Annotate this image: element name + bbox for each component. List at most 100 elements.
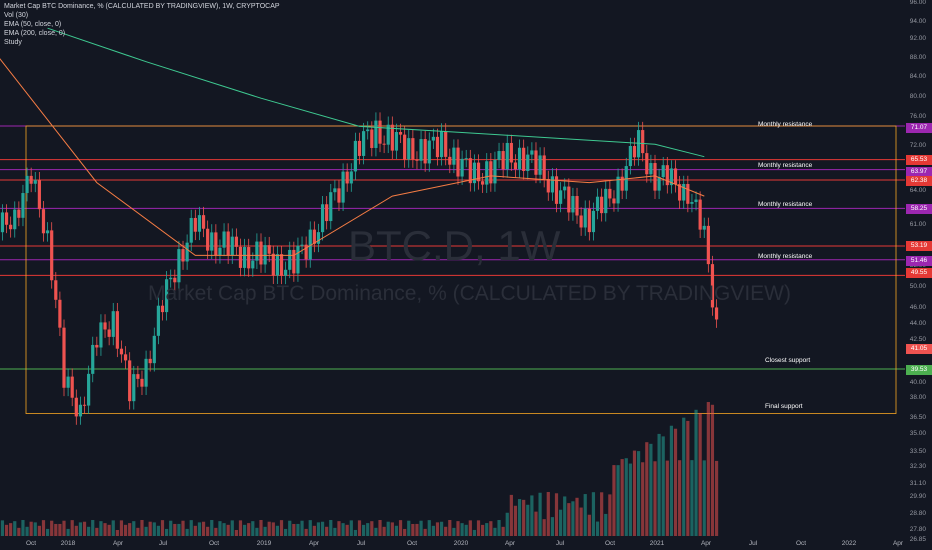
candle-body [271, 253, 275, 276]
volume-bar [641, 462, 645, 536]
x-tick-label: Jul [158, 540, 168, 547]
candle-body [616, 176, 620, 204]
candle-body [62, 327, 66, 388]
candle-body [530, 150, 534, 155]
x-tick-label: 2021 [649, 540, 665, 547]
candle-body [320, 204, 325, 233]
candle-body [222, 231, 226, 248]
study-custom[interactable]: Study [4, 39, 22, 46]
volume-bar [300, 520, 304, 536]
volume-bar [587, 514, 591, 536]
candle-body [591, 210, 596, 233]
volume-bar [362, 524, 366, 536]
volume-bar [144, 526, 148, 536]
y-tick-label: 32.30 [909, 463, 926, 470]
volume-bar [292, 523, 296, 536]
candle-body [234, 236, 238, 247]
y-tick-label: 33.50 [909, 448, 926, 455]
candle-body [226, 231, 230, 256]
candle-body [464, 158, 468, 160]
volume-bar [54, 523, 58, 536]
candle-body [119, 348, 124, 355]
volume-bar [284, 528, 288, 536]
candle-body [620, 176, 624, 191]
volume-bar [669, 425, 674, 536]
volume-bar [9, 523, 13, 536]
volume-bar [481, 524, 485, 536]
volume-bar [571, 501, 575, 536]
candle-body [554, 176, 559, 204]
volume-bar [78, 522, 83, 536]
y-tick-label: 64.00 [909, 187, 926, 194]
candle-body [4, 212, 9, 225]
candle-body [493, 159, 497, 184]
y-tick-label: 42.50 [909, 336, 926, 343]
candle-body [497, 151, 501, 160]
volume-bar [575, 497, 579, 536]
volume-bar [107, 524, 111, 536]
candle-body [546, 178, 550, 193]
price-tag: 62.38 [906, 176, 932, 186]
volume-bar [559, 509, 563, 536]
volume-bar [534, 511, 538, 536]
candle-body [78, 404, 83, 417]
candle-body [345, 171, 349, 184]
candle-body [292, 249, 296, 274]
volume-bar [624, 458, 628, 536]
candle-body [255, 241, 259, 261]
volume-bar [678, 460, 682, 536]
study-vol[interactable]: Vol (30) [4, 12, 29, 19]
volume-bar [374, 527, 378, 536]
candle-body [513, 162, 518, 170]
candle-body [185, 242, 189, 262]
volume-bar [206, 526, 210, 536]
candle-body [567, 186, 571, 213]
candle-body [160, 305, 165, 313]
volume-bar [673, 428, 678, 536]
volume-bar [21, 520, 25, 536]
candle-body [144, 358, 148, 387]
candle-body [296, 245, 300, 274]
volume-bar [370, 521, 374, 536]
volume-bar [222, 523, 226, 536]
candle-body [444, 131, 448, 157]
study-ema50[interactable]: EMA (50, close, 0) [4, 21, 62, 28]
candle-body [95, 344, 99, 348]
candle-body [87, 373, 91, 406]
candle-body [251, 260, 255, 269]
price-tag: 51.46 [906, 256, 932, 266]
candle-body [485, 161, 489, 185]
candle-body [423, 139, 427, 164]
volume-bar [468, 520, 472, 536]
volume-bar [501, 526, 505, 536]
volume-bar [148, 521, 152, 536]
volume-bar [563, 496, 567, 536]
volume-bar [259, 520, 263, 536]
volume-bar [632, 450, 637, 536]
candle-body [300, 244, 304, 246]
study-ema200[interactable]: EMA (200, close, 0) [4, 30, 66, 37]
candle-body [275, 254, 280, 276]
candle-body [522, 147, 526, 171]
volume-bar [345, 524, 349, 536]
volume-bar [411, 523, 415, 536]
volume-bar [390, 522, 394, 536]
volume-bar [304, 528, 308, 536]
volume-bar [378, 520, 382, 536]
candle-body [58, 299, 62, 328]
candle-body [136, 374, 140, 379]
volume-bar [341, 523, 345, 536]
volume-bar [567, 503, 571, 536]
candle-body [411, 138, 415, 160]
candle-body [690, 202, 694, 204]
volume-bar [526, 504, 530, 536]
candle-body [382, 143, 386, 145]
range-box [25, 125, 897, 414]
volume-bar [230, 520, 234, 536]
volume-bar [530, 495, 534, 536]
candle-body [210, 232, 214, 251]
x-tick-label: 2022 [841, 540, 857, 547]
volume-bar [267, 521, 271, 536]
candle-body [517, 147, 522, 170]
